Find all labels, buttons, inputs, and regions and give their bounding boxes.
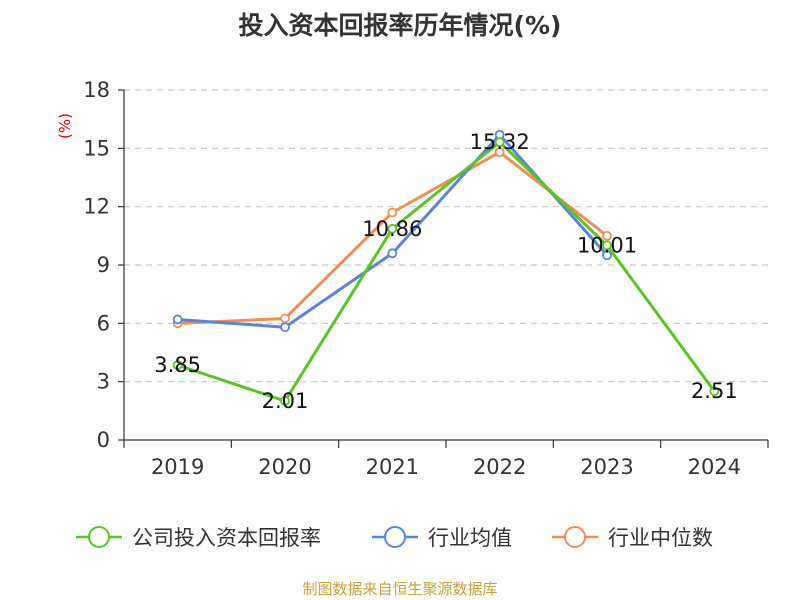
- legend-marker-icon: [564, 526, 586, 548]
- grid-lines: [124, 89, 768, 383]
- data-point: [709, 386, 720, 397]
- data-point: [494, 147, 505, 158]
- y-tick-label: 18: [83, 78, 110, 102]
- data-point: [387, 207, 398, 218]
- x-tick-label: 2019: [151, 455, 204, 479]
- data-point: [280, 396, 290, 406]
- legend-label: 行业均值: [428, 526, 512, 550]
- data-point: [602, 250, 612, 261]
- legend: 公司投入资本回报率 行业均值 行业中位数: [76, 526, 713, 550]
- x-tick-label: 2021: [366, 455, 419, 479]
- tick-labels: 0 3 6 9 12 15 18 2019 2020 2021 2022 2023 2024: [83, 78, 741, 479]
- x-tick-label: 2023: [580, 455, 633, 479]
- y-tick-label: 3: [97, 370, 110, 394]
- legend-label: 公司投入资本回报率: [132, 526, 321, 550]
- data-source: 制图数据来自恒生聚源数据库: [302, 580, 498, 598]
- data-point: [280, 322, 290, 333]
- data-point: [280, 313, 290, 324]
- data-label: 10.86: [362, 217, 422, 241]
- legend-label: 行业中位数: [608, 526, 713, 550]
- y-tick-label: 15: [83, 136, 110, 160]
- legend-marker-icon: [384, 526, 406, 548]
- data-point: [494, 137, 505, 148]
- data-label: 10.01: [577, 233, 637, 257]
- x-tick-label: 2020: [258, 455, 311, 479]
- data-label: 15.32: [470, 130, 530, 154]
- data-label: 2.01: [262, 389, 309, 413]
- x-tick-label: 2022: [473, 455, 526, 479]
- data-point: [387, 248, 398, 259]
- data-label: 3.85: [154, 353, 201, 377]
- data-point: [172, 360, 183, 371]
- y-tick-label: 0: [97, 428, 110, 452]
- chart-title: 投入资本回报率历年情况(%): [238, 11, 562, 40]
- data-point: [602, 230, 612, 241]
- legend-marker-icon: [88, 526, 110, 548]
- series-line-0: [177, 140, 716, 403]
- series-lines: [172, 129, 720, 406]
- y-tick-label: 12: [83, 195, 110, 219]
- x-tick-label: 2024: [688, 455, 741, 479]
- data-point: [602, 240, 612, 251]
- data-point: [172, 314, 183, 325]
- data-point: [387, 223, 398, 234]
- y-tick-label: 6: [97, 311, 110, 335]
- y-axis-label: (%): [56, 113, 74, 139]
- y-tick-label: 9: [97, 253, 110, 277]
- axes: [118, 89, 769, 448]
- data-label: 2.51: [691, 379, 738, 403]
- data-labels: 3.85 2.01 10.86 15.32 10.01 2.51: [154, 130, 737, 413]
